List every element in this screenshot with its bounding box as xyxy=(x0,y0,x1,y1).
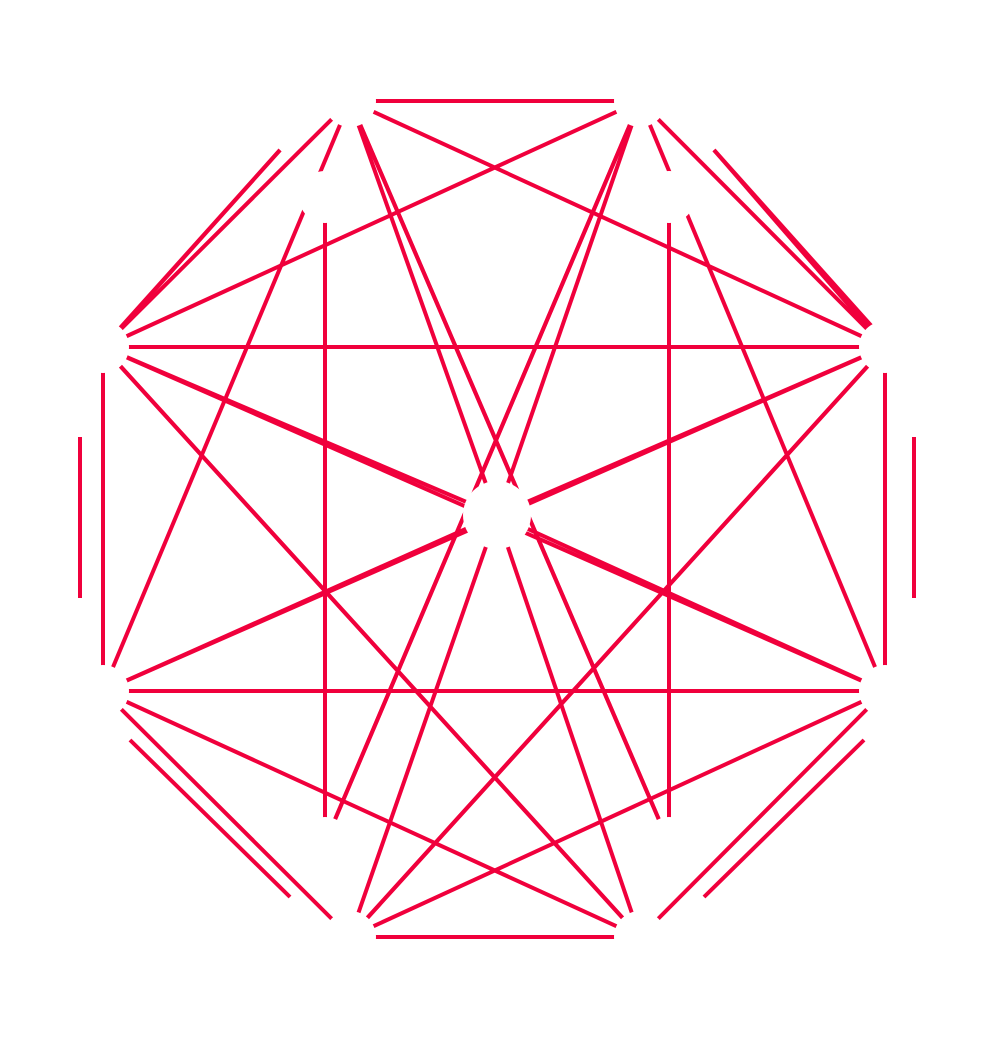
edge-line xyxy=(349,689,886,939)
edge-line xyxy=(102,513,498,693)
edge-line xyxy=(128,738,292,899)
graph-node xyxy=(299,171,351,223)
graph-node xyxy=(614,911,666,963)
edge-line xyxy=(496,345,886,517)
graph-node xyxy=(324,911,376,963)
edge-line xyxy=(348,345,887,939)
edge-line xyxy=(349,99,886,349)
edge-line xyxy=(638,99,887,349)
edge-line xyxy=(638,689,887,939)
edge-line xyxy=(495,100,642,516)
graph-node xyxy=(77,665,129,717)
graph-node xyxy=(859,665,911,717)
edge-line xyxy=(496,513,886,693)
edge-line xyxy=(348,100,671,844)
edge-line xyxy=(101,99,352,349)
edge-line xyxy=(348,100,499,516)
graph-node xyxy=(324,75,376,127)
graph-node xyxy=(463,481,531,549)
graph-node xyxy=(859,321,911,373)
edge-line xyxy=(495,514,642,938)
edge-layer xyxy=(78,99,916,939)
edge-line xyxy=(102,345,498,517)
node-layer xyxy=(77,75,911,963)
edge-line xyxy=(102,689,641,939)
edge-line xyxy=(101,345,642,939)
edge-line xyxy=(108,148,282,342)
graph-node xyxy=(643,171,695,223)
graph-node xyxy=(77,321,129,373)
edge-line xyxy=(101,689,352,939)
graph-node xyxy=(643,817,695,869)
edge-line xyxy=(348,514,499,938)
graph-node xyxy=(299,817,351,869)
edge-line xyxy=(712,148,886,342)
edge-line xyxy=(102,99,641,349)
edge-line xyxy=(702,738,866,899)
graph-node xyxy=(614,75,666,127)
edge-line xyxy=(323,100,642,844)
